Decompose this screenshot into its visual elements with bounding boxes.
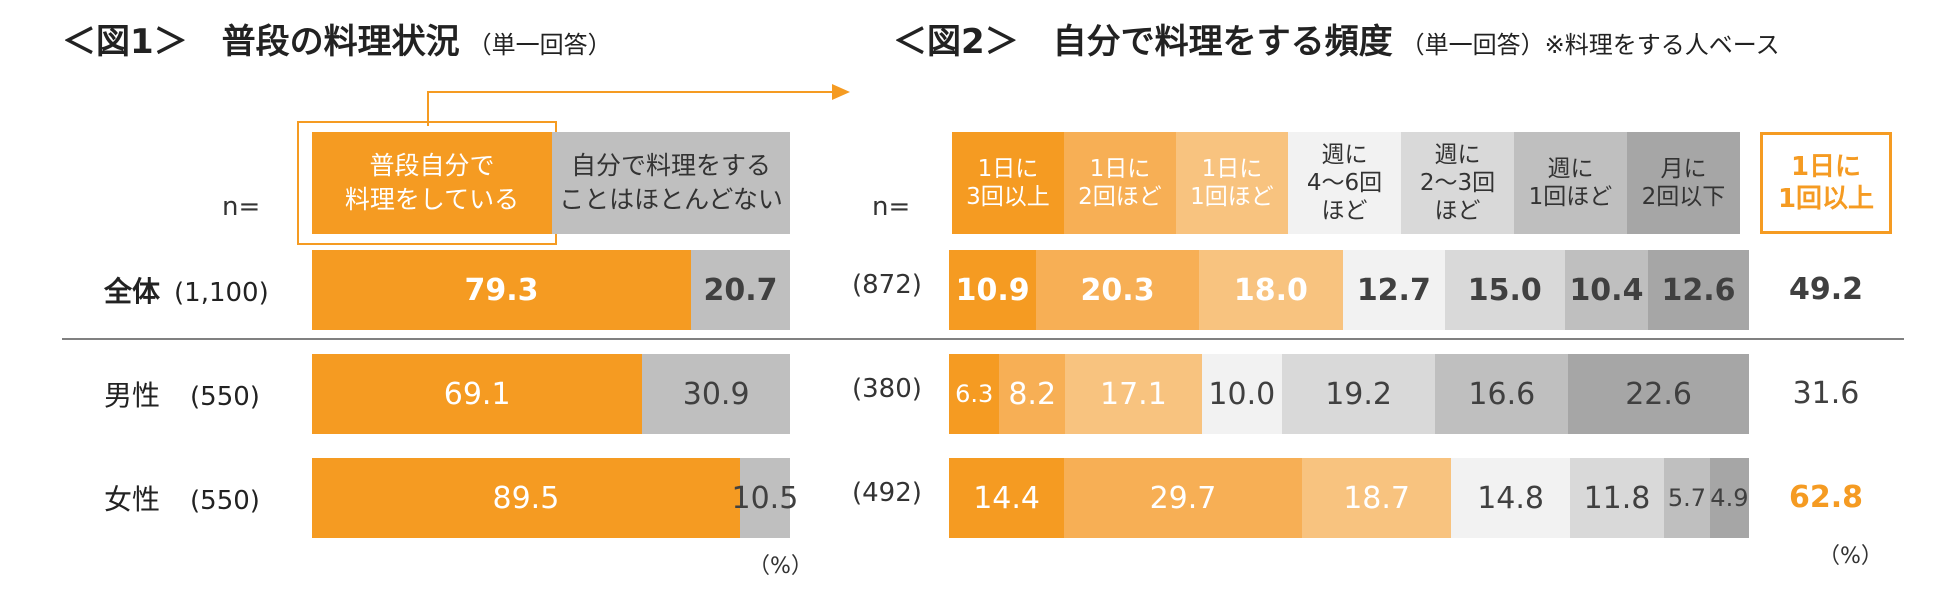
fig2-bar-segment: 18.7 xyxy=(1301,458,1452,538)
row-label-2: 女性 (550) xyxy=(104,478,260,518)
fig1-title-text: ＜図1＞ 普段の料理状況 xyxy=(62,22,460,62)
fig1-header-1: 自分で料理をする ことはほとんどない xyxy=(552,132,790,234)
fig1-pct-label: （%） xyxy=(748,554,813,579)
fig2-n-value-0: (872) xyxy=(852,270,922,300)
fig2-bar-segment: 10.4 xyxy=(1564,250,1649,330)
fig1-bar-row-1: 69.1 30.9 xyxy=(312,354,790,434)
row-label-text-1: 男性 xyxy=(104,379,161,412)
fig2-bar-segment: 10.9 xyxy=(949,250,1037,330)
fig2-n-label: n= xyxy=(872,192,911,222)
fig2-bar-segment: 17.1 xyxy=(1065,354,1202,434)
fig2-bar-segment: 15.0 xyxy=(1444,250,1565,330)
row-label-text-2: 女性 xyxy=(104,483,161,516)
fig1-title: ＜図1＞ 普段の料理状況 （単一回答） xyxy=(62,14,612,63)
fig2-title: ＜図2＞ 自分で料理をする頻度 （単一回答）※料理をする人ベース xyxy=(893,14,1780,63)
fig2-bar-segment: 19.2 xyxy=(1281,354,1436,434)
fig2-bar-segment: 14.8 xyxy=(1451,458,1570,538)
fig2-bar-segment: 6.3 xyxy=(949,354,1000,434)
fig2-bar-segment: 29.7 xyxy=(1064,458,1302,538)
fig2-n-value-2: (492) xyxy=(852,478,922,508)
fig1-bar-segment: 20.7 xyxy=(691,250,790,330)
side-total-value-2: 62.8 xyxy=(1788,480,1864,515)
fig2-header-4: 週に 2〜3回 ほど xyxy=(1401,132,1514,234)
fig2-bar-segment: 12.7 xyxy=(1342,250,1445,330)
side-total-header: 1日に 1回以上 xyxy=(1760,132,1892,234)
fig1-bar-row-2: 89.5 10.5 xyxy=(312,458,798,538)
fig2-header-0: 1日に 3回以上 xyxy=(952,132,1064,234)
fig1-bar-row-0: 79.3 20.7 xyxy=(312,250,790,330)
fig2-bar-segment: 16.6 xyxy=(1435,354,1569,434)
fig2-header-5: 週に 1回ほど xyxy=(1514,132,1627,234)
fig2-header-2: 1日に 1回ほど xyxy=(1176,132,1288,234)
fig2-header-1: 1日に 2回ほど xyxy=(1064,132,1176,234)
side-total-value-1: 31.6 xyxy=(1792,376,1860,411)
side-total-value-0: 49.2 xyxy=(1788,272,1864,307)
fig2-bar-segment: 11.8 xyxy=(1569,458,1665,538)
fig1-n-value-1: (550) xyxy=(190,382,260,412)
fig1-bar-segment: 10.5 xyxy=(732,458,798,538)
fig1-n-value-0: (1,100) xyxy=(174,278,269,308)
fig1-bar-segment: 69.1 xyxy=(312,354,643,434)
fig2-title-text: ＜図2＞ 自分で料理をする頻度 xyxy=(893,22,1393,62)
fig2-bar-segment: 22.6 xyxy=(1568,354,1749,434)
fig2-bar-segment: 5.7 xyxy=(1664,458,1710,538)
fig2-bar-row-1: 6.3 8.2 17.1 10.0 19.2 16.6 22.6 xyxy=(949,354,1749,434)
fig2-bar-segment: 14.4 xyxy=(949,458,1065,538)
fig1-bar-segment: 79.3 xyxy=(312,250,692,330)
fig2-bar-row-2: 14.4 29.7 18.7 14.8 11.8 5.7 4.9 xyxy=(949,458,1749,538)
row-label-1: 男性 (550) xyxy=(104,374,260,414)
fig2-n-value-1: (380) xyxy=(852,374,922,404)
fig1-n-value-2: (550) xyxy=(190,486,260,516)
fig2-pct-label: （%） xyxy=(1818,544,1883,569)
fig1-bar-segment: 89.5 xyxy=(312,458,740,538)
fig2-header-6: 月に 2回以下 xyxy=(1627,132,1740,234)
row-label-text-0: 全体 xyxy=(104,275,161,308)
fig2-subtitle: （単一回答）※料理をする人ベース xyxy=(1400,31,1780,59)
fig2-bar-segment: 20.3 xyxy=(1036,250,1199,330)
fig2-bar-segment: 8.2 xyxy=(999,354,1065,434)
fig2-bar-segment: 18.0 xyxy=(1198,250,1343,330)
fig1-bar-segment: 30.9 xyxy=(642,354,790,434)
fig1-n-label: n= xyxy=(222,192,261,222)
fig2-header-3: 週に 4〜6回 ほど xyxy=(1288,132,1401,234)
fig1-header-0: 普段自分で 料理をしている xyxy=(312,132,552,234)
fig2-bar-segment: 10.0 xyxy=(1201,354,1282,434)
fig2-bar-row-0: 10.9 20.3 18.0 12.7 15.0 10.4 12.6 xyxy=(949,250,1749,330)
fig2-bar-segment: 12.6 xyxy=(1648,250,1749,330)
fig2-bar-segment: 4.9 xyxy=(1709,458,1749,538)
row-label-0: 全体 (1,100) xyxy=(104,270,269,310)
fig1-subtitle: （単一回答） xyxy=(467,31,612,59)
